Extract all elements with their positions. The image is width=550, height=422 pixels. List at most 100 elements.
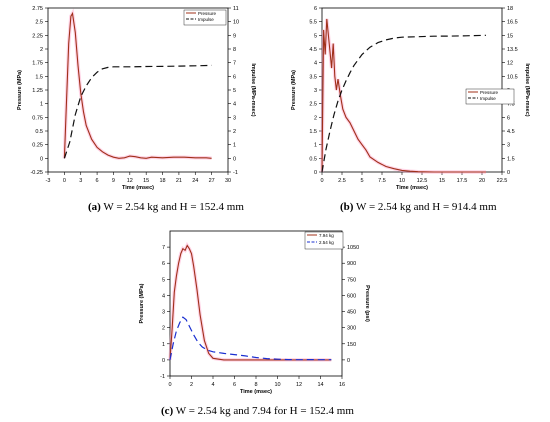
y2-tick-label: 0 <box>233 156 236 162</box>
plot-frame <box>47 7 229 173</box>
x-tick-label: 8 <box>254 382 257 388</box>
x-tick-label: 18 <box>159 178 165 184</box>
y-tick-label: 5 <box>314 33 317 39</box>
y2-tick-label: 5 <box>233 88 236 94</box>
y-tick-label: 4 <box>314 61 317 67</box>
y-tick-label: 2.5 <box>309 102 317 108</box>
x-axis-label: Time (msec) <box>240 389 272 395</box>
x-tick-label: 21 <box>176 178 182 184</box>
caption-a: (a) W = 2.54 kg and H = 152.4 mm <box>88 201 244 213</box>
y-tick-label: 2.75 <box>32 6 43 12</box>
y-tick-label: 3 <box>162 310 165 316</box>
y-tick-label: 1 <box>314 143 317 149</box>
series-line-pressure <box>321 18 486 173</box>
x-tick-label: 12.5 <box>417 178 428 184</box>
x-tick-label: 15 <box>143 178 149 184</box>
y-tick-label: 0.5 <box>309 156 317 162</box>
caption-b: (b) W = 2.54 kg and H = 914.4 mm <box>340 201 497 213</box>
y2-tick-label: 4 <box>233 102 236 108</box>
y2-tick-label: 2 <box>233 129 236 135</box>
y-tick-label: 4.5 <box>309 47 317 53</box>
x-tick-label: 6 <box>96 178 99 184</box>
y2-axis-label: Pressure (psi) <box>364 285 370 322</box>
y2-tick-label: 11 <box>233 6 239 12</box>
legend-label: Pressure <box>480 90 499 95</box>
y2-tick-label: 0 <box>507 170 510 176</box>
x-tick-label: 0 <box>63 178 66 184</box>
x-axis-label: Time (msec) <box>122 185 154 191</box>
x-tick-label: 5 <box>360 178 363 184</box>
y-tick-label: 2 <box>314 115 317 121</box>
y-tick-label: 1 <box>40 102 43 108</box>
series-line-impulse <box>63 64 212 159</box>
caption-c-letter: (c) <box>161 405 174 417</box>
y2-tick-label: 0 <box>347 358 350 364</box>
legend-label: Impulse <box>198 17 214 22</box>
x-tick-label: 7.5 <box>378 178 386 184</box>
y-tick-label: 6 <box>314 6 317 12</box>
legend-label: 7.94 kg <box>319 233 334 238</box>
y2-axis-label: Impulse (MPa-msec) <box>250 63 256 116</box>
x-tick-label: 2 <box>190 382 193 388</box>
x-tick-label: 20 <box>479 178 485 184</box>
x-tick-label: 3 <box>79 178 82 184</box>
y-tick-label: 4 <box>162 293 165 299</box>
y2-tick-label: 450 <box>347 310 356 316</box>
y2-tick-label: 8 <box>233 47 236 53</box>
plot-frame <box>169 230 343 377</box>
series-line-2-54-kg <box>169 316 332 361</box>
x-tick-label: -3 <box>46 178 51 184</box>
legend-box <box>465 88 515 105</box>
y-tick-label: 1.5 <box>35 74 43 80</box>
y2-tick-label: 150 <box>347 342 356 348</box>
legend-box <box>183 9 227 26</box>
y2-tick-label: 1050 <box>347 245 359 251</box>
y-tick-label: 0 <box>40 156 43 162</box>
legend-label: Impulse <box>480 96 496 101</box>
y-tick-label: -1 <box>160 374 165 380</box>
y2-tick-label: 1 <box>233 143 236 149</box>
y2-tick-label: 900 <box>347 261 356 267</box>
y2-tick-label: 12 <box>507 61 513 67</box>
y-tick-label: 2 <box>40 47 43 53</box>
y-tick-label: 0 <box>314 170 317 176</box>
y2-tick-label: -1 <box>233 170 238 176</box>
y-tick-label: 3 <box>314 88 317 94</box>
y-tick-label: 0.75 <box>32 115 43 121</box>
x-tick-label: 4 <box>211 382 214 388</box>
y2-axis-label: Impulse (MPa-msec) <box>524 63 530 116</box>
y2-tick-label: 7 <box>233 61 236 67</box>
x-tick-label: 15 <box>439 178 445 184</box>
x-tick-label: 14 <box>317 382 323 388</box>
y-tick-label: 5 <box>162 277 165 283</box>
x-tick-label: 17.5 <box>457 178 468 184</box>
x-tick-label: 9 <box>112 178 115 184</box>
x-tick-label: 0 <box>320 178 323 184</box>
y-tick-label: 1.75 <box>32 61 43 67</box>
y2-tick-label: 13.5 <box>507 47 518 53</box>
legend-box <box>304 231 344 250</box>
y2-tick-label: 3 <box>233 115 236 121</box>
caption-a-text: W = 2.54 kg and H = 152.4 mm <box>103 201 244 213</box>
x-tick-label: 24 <box>192 178 198 184</box>
caption-b-text: W = 2.54 kg and H = 914.4 mm <box>356 201 497 213</box>
y-tick-label: 1.25 <box>32 88 43 94</box>
y2-tick-label: 10.5 <box>507 74 518 80</box>
series-line-impulse <box>321 34 487 173</box>
x-tick-label: 12 <box>296 382 302 388</box>
y-tick-label: 1.5 <box>309 129 317 135</box>
x-tick-label: 10 <box>399 178 405 184</box>
y2-tick-label: 4.5 <box>507 129 515 135</box>
y-axis-label: Pressure (MPa) <box>139 283 145 323</box>
y-tick-label: -0.25 <box>30 170 43 176</box>
x-tick-label: 0 <box>168 382 171 388</box>
legend-label: Pressure <box>198 11 217 16</box>
y-tick-label: 2.25 <box>32 33 43 39</box>
y-axis-label: Pressure (MPa) <box>17 70 23 110</box>
x-tick-label: 27 <box>209 178 215 184</box>
y-tick-label: 0.25 <box>32 143 43 149</box>
legend-label: 2.54 kg <box>319 240 334 245</box>
y-tick-label: 5.5 <box>309 20 317 26</box>
x-tick-label: 22.5 <box>497 178 508 184</box>
